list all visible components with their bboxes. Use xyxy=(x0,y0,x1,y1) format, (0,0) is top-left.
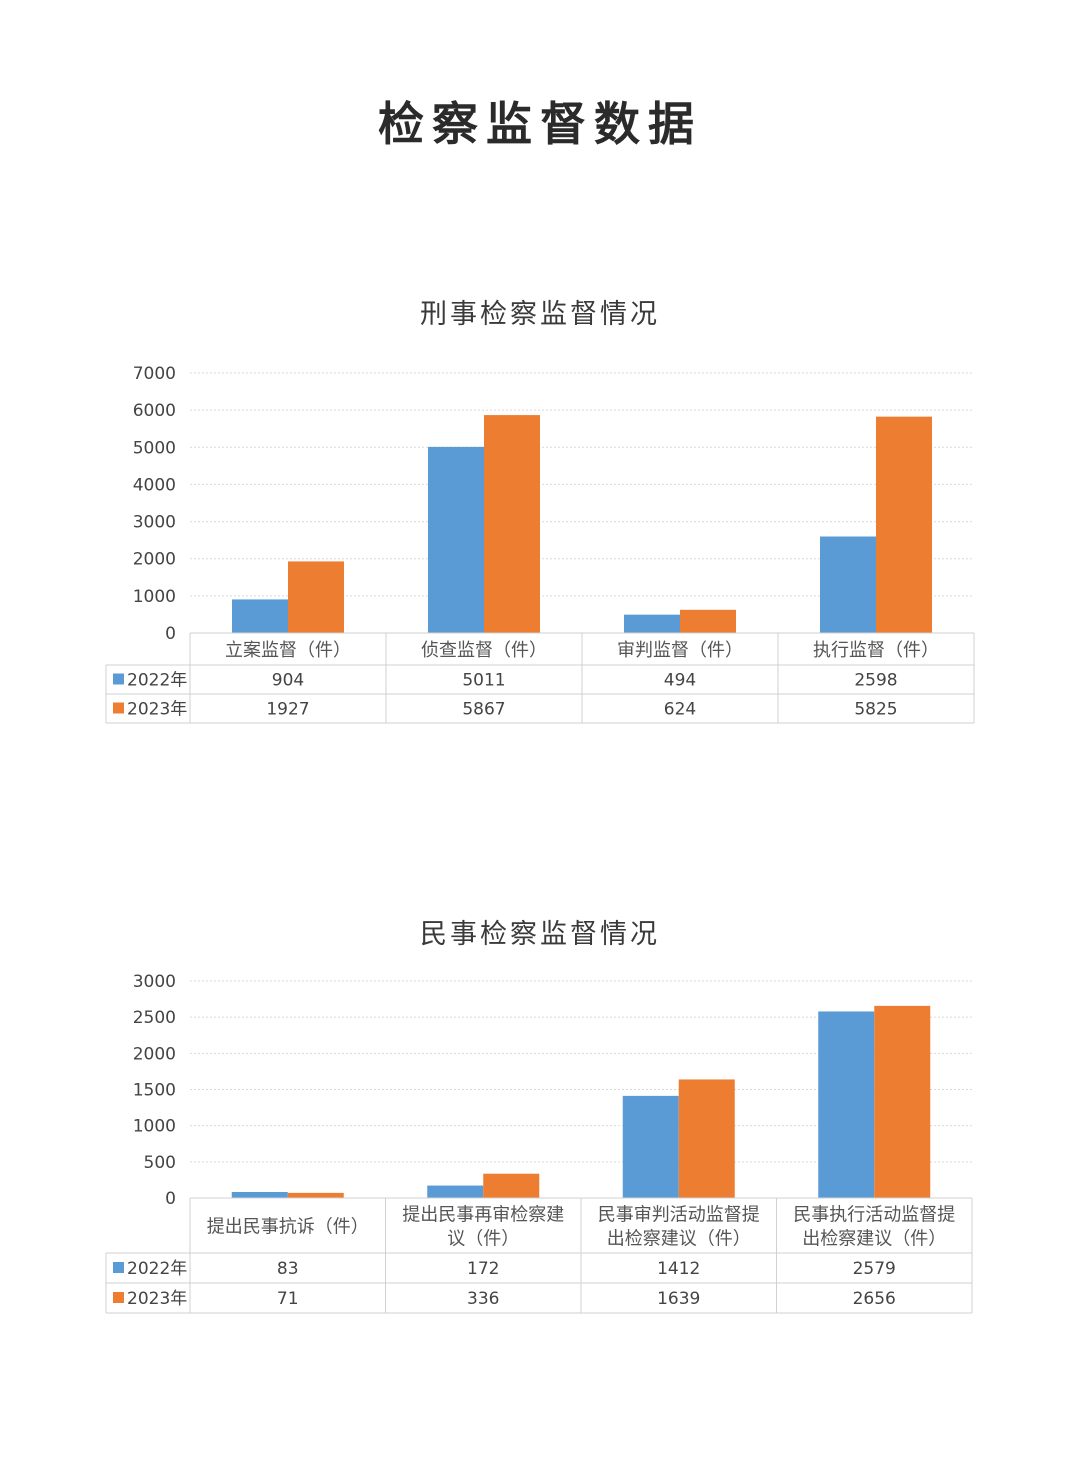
data-label: 624 xyxy=(664,700,696,720)
legend-label: 2022年 xyxy=(127,1259,187,1279)
data-label: 494 xyxy=(664,671,696,691)
data-label: 904 xyxy=(272,671,304,691)
bar-2022 xyxy=(231,1191,288,1198)
criminal-supervision-chart: 0 1000 2000 3000 4000 5000 6000 7000 立案监督（件） 侦查监督… xyxy=(105,364,975,724)
data-label: 5825 xyxy=(854,700,897,720)
data-label: 5867 xyxy=(462,700,505,720)
bar-2022 xyxy=(820,536,876,633)
bar-2023 xyxy=(484,415,540,633)
legend-key-2022 xyxy=(113,673,124,685)
x-category-label: 民事执行活动监督提 xyxy=(793,1205,955,1226)
y-tick-label: 3000 xyxy=(133,972,176,992)
bar-2023 xyxy=(287,1192,344,1198)
x-category-label: 提出民事抗诉（件） xyxy=(207,1217,369,1238)
y-tick-label: 7000 xyxy=(133,364,176,384)
bar-2023 xyxy=(876,416,932,633)
x-category-label: 审判监督（件） xyxy=(617,640,743,661)
bar-2023 xyxy=(680,609,736,633)
y-tick-label: 2000 xyxy=(133,1044,176,1064)
bar-2022 xyxy=(624,614,680,633)
y-tick-label: 5000 xyxy=(133,438,176,458)
data-label: 5011 xyxy=(462,671,505,691)
x-category-label: 出检察建议（件） xyxy=(802,1229,946,1250)
bar-2022 xyxy=(622,1095,679,1198)
page-title: 检察监督数据 xyxy=(378,97,702,151)
y-tick-label: 1000 xyxy=(133,1117,176,1137)
bar-2023 xyxy=(483,1173,540,1198)
bar-2022 xyxy=(428,446,484,633)
bar-2023 xyxy=(874,1005,931,1198)
bar-2022 xyxy=(427,1185,484,1198)
legend-label: 2023年 xyxy=(127,700,187,720)
y-tick-label: 500 xyxy=(144,1153,176,1173)
bar-2023 xyxy=(678,1079,735,1198)
legend-key-2022 xyxy=(113,1262,124,1273)
data-label: 2598 xyxy=(854,671,897,691)
bar-2022 xyxy=(818,1011,875,1198)
x-category-label: 侦查监督（件） xyxy=(421,640,547,661)
legend-label: 2023年 xyxy=(127,1289,187,1309)
y-tick-label: 4000 xyxy=(133,475,176,495)
legend-label: 2022年 xyxy=(127,671,187,691)
chart-title: 刑事检察监督情况 xyxy=(420,299,660,330)
data-label: 2656 xyxy=(853,1289,896,1309)
data-label: 336 xyxy=(467,1289,499,1309)
chart-title: 民事检察监督情况 xyxy=(420,919,660,950)
y-tick-label: 1500 xyxy=(133,1081,176,1101)
x-category-label: 提出民事再审检察建 xyxy=(402,1205,564,1226)
y-tick-label: 3000 xyxy=(133,513,176,533)
y-tick-label: 0 xyxy=(165,624,176,644)
data-label: 2579 xyxy=(853,1259,896,1279)
y-tick-label: 6000 xyxy=(133,401,176,421)
x-category-label: 议（件） xyxy=(447,1229,519,1250)
legend-key-2023 xyxy=(113,1292,124,1303)
y-tick-label: 2000 xyxy=(133,550,176,570)
legend-key-2023 xyxy=(113,702,124,714)
x-category-label: 执行监督（件） xyxy=(813,640,939,661)
data-label: 1639 xyxy=(657,1289,700,1309)
data-label: 83 xyxy=(277,1259,299,1279)
civil-supervision-chart: 0 500 1000 1500 2000 2500 3000 提出民事抗诉（件） 提出民事再审检… xyxy=(105,972,973,1314)
y-tick-label: 0 xyxy=(165,1189,176,1209)
y-tick-label: 1000 xyxy=(133,587,176,607)
data-label: 1927 xyxy=(266,700,309,720)
bar-2022 xyxy=(232,599,288,633)
bar-2023 xyxy=(288,561,344,633)
data-label: 172 xyxy=(467,1259,499,1279)
x-category-label: 民事审判活动监督提 xyxy=(598,1205,760,1226)
data-label: 71 xyxy=(277,1289,299,1309)
y-tick-label: 2500 xyxy=(133,1008,176,1028)
x-category-label: 立案监督（件） xyxy=(225,640,351,661)
data-label: 1412 xyxy=(657,1259,700,1279)
x-category-label: 出检察建议（件） xyxy=(607,1229,751,1250)
